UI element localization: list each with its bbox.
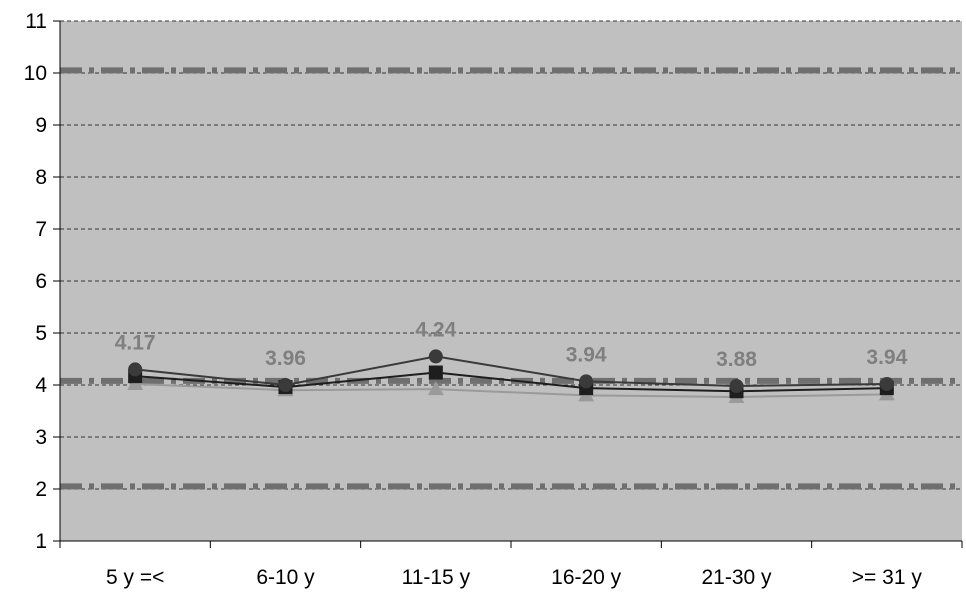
y-tick-label: 9: [35, 114, 47, 137]
x-tick-label: 5 y =<: [106, 566, 164, 589]
data-point-triangle: [427, 381, 444, 396]
data-labels: 4.17 3.96 4.24 3.94 3.88 3.94: [115, 318, 908, 371]
data-label: 4.24: [415, 318, 456, 341]
y-tick-label: 3: [35, 426, 47, 449]
data-point-circle: [428, 349, 443, 364]
data-point-circle: [278, 378, 293, 392]
series-line-2: [135, 371, 887, 393]
y-tick-label: 6: [35, 270, 47, 293]
y-tick-label: 5: [35, 322, 47, 345]
y-tick-label: 1: [35, 530, 47, 553]
y-tick-label: 8: [35, 166, 47, 189]
data-label: 3.94: [566, 343, 607, 366]
axes: 1 2 3 4 5 6 7 8 9 10 11 5 y =< 6-10 y 11-15 y 16-20 y 2…: [24, 10, 963, 589]
data-label: 3.88: [716, 348, 757, 371]
y-tick-label: 2: [35, 478, 47, 501]
y-tick-label: 10: [24, 62, 47, 85]
data-label: 3.96: [265, 347, 306, 370]
x-tick-label: 16-20 y: [551, 566, 622, 589]
data-point-circle: [128, 362, 143, 377]
data-point-square: [428, 365, 443, 380]
y-tick-label: 4: [35, 374, 47, 397]
data-label: 4.17: [115, 331, 156, 354]
x-tick-label: 21-30 y: [701, 566, 772, 589]
y-tick-label: 7: [35, 218, 47, 241]
series-line-1: [135, 355, 887, 388]
x-tick-label: >= 31 y: [852, 566, 923, 589]
y-tick-label: 11: [25, 10, 47, 33]
data-point-circle: [579, 374, 594, 389]
data-point-circle: [729, 379, 744, 394]
series-line-3: [135, 382, 887, 398]
series-lines: [127, 349, 895, 403]
x-tick-label: 6-10 y: [256, 566, 315, 589]
x-tick-label: 11-15 y: [402, 566, 471, 589]
data-point-circle: [879, 376, 894, 391]
grid-lines: [60, 20, 962, 490]
data-label: 3.94: [866, 346, 907, 369]
